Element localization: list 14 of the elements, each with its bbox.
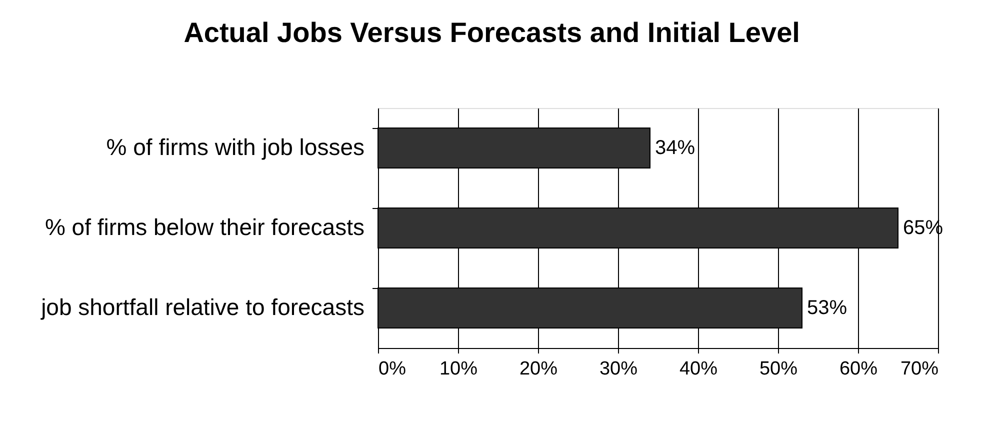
x-tick-label: 20%: [519, 358, 558, 380]
chart-title: Actual Jobs Versus Forecasts and Initial Level: [184, 17, 800, 48]
y-tick-label: job shortfall relative to forecasts: [40, 294, 364, 320]
data-label: 34%: [655, 137, 696, 159]
data-label: 53%: [807, 297, 848, 319]
x-tick-label: 50%: [759, 358, 798, 380]
x-tick-label: 40%: [679, 358, 718, 380]
x-tick-label: 60%: [839, 358, 878, 380]
x-tick-label: 0%: [378, 358, 406, 380]
x-tick-label: 70%: [900, 358, 939, 380]
x-tick-label: 30%: [599, 358, 638, 380]
x-tick-label: 10%: [439, 358, 478, 380]
y-tick-label: % of firms with job losses: [106, 134, 364, 160]
y-tick-label: % of firms below their forecasts: [44, 214, 364, 240]
